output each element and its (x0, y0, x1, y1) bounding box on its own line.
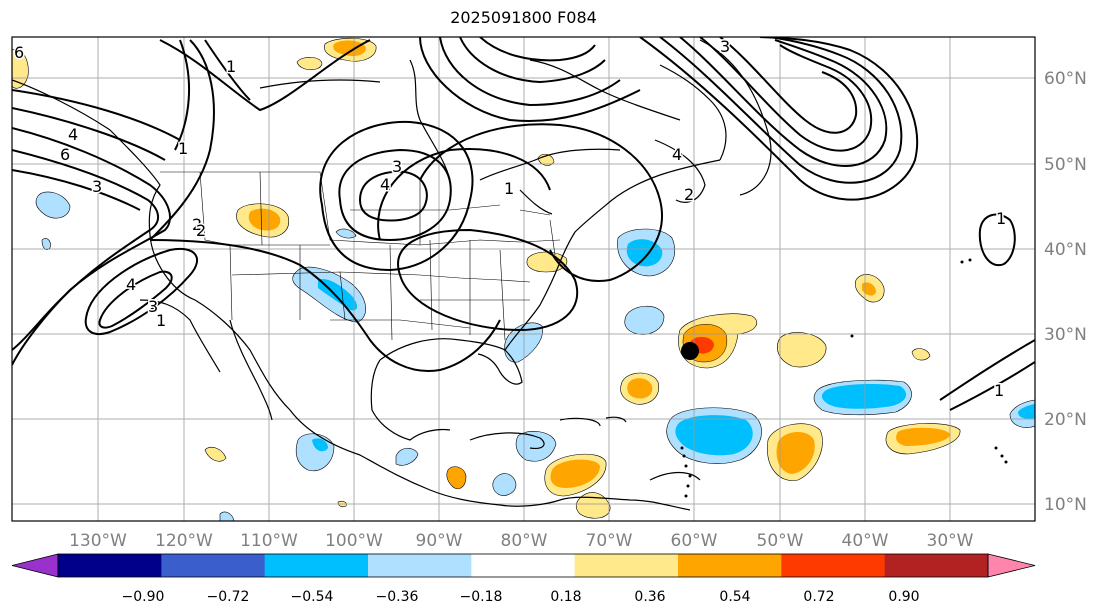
lon-label: 110°W (240, 531, 298, 551)
anomaly-negative (312, 438, 328, 452)
anomaly-negative (219, 511, 235, 521)
colorbar-segment (161, 554, 266, 577)
lon-label: 90°W (416, 531, 463, 551)
lon-label: 100°W (325, 531, 383, 551)
anomaly-positive (550, 459, 600, 488)
colorbar-segment (678, 554, 782, 577)
anomaly-negative (515, 431, 557, 462)
contour-label: 1 (178, 139, 188, 158)
anomaly-positive (12, 49, 29, 89)
lat-label: 20°N (1044, 410, 1087, 430)
contour-label: 1 (994, 381, 1004, 400)
colorbar-tick-label: 0.36 (634, 589, 665, 605)
lat-label: 50°N (1044, 155, 1087, 175)
contour-label: 2 (684, 185, 694, 204)
colorbar-tick-label: −0.54 (291, 589, 334, 605)
colorbar-segment (884, 554, 989, 577)
anomaly-positive (777, 332, 827, 368)
storm-center-marker (681, 342, 699, 360)
colorbar-segment (471, 554, 576, 577)
contour-label: 1 (504, 179, 514, 198)
colorbar-segment (264, 554, 369, 577)
latitude-labels: 60°N 50°N 40°N 30°N 20°N 10°N (1044, 69, 1087, 515)
anomaly-positive (896, 427, 950, 446)
contour-label: 1 (226, 57, 236, 76)
map-title: 2025091800 F084 (450, 8, 597, 27)
contour-label: 2 (196, 221, 206, 240)
anomaly-positive (575, 492, 611, 519)
lon-label: 120°W (155, 531, 213, 551)
lat-label: 10°N (1044, 495, 1087, 515)
colorbar-tick-label: 0.90 (888, 589, 919, 605)
lon-label: 80°W (501, 531, 548, 551)
contour-label: 4 (126, 275, 136, 294)
colorbar-segment (781, 554, 886, 577)
height-contours (12, 37, 1035, 411)
contour-label: 4 (380, 175, 390, 194)
contour-label: 1 (156, 311, 166, 330)
colorbar-tick-label: 0.72 (803, 589, 834, 605)
colorbar-tick-label: −0.72 (207, 589, 250, 605)
colorbar-extend-low (11, 553, 59, 578)
contour-label: 1 (996, 209, 1006, 228)
contour-label: 4 (68, 125, 78, 144)
lon-label: 70°W (586, 531, 633, 551)
colorbar-tick-label: −0.90 (122, 589, 165, 605)
anomaly-negative (675, 415, 753, 456)
lon-label: 50°W (757, 531, 804, 551)
colorbar-segment (58, 554, 162, 577)
contour-label: 3 (92, 177, 102, 196)
colorbar-segment (368, 554, 472, 577)
anomaly-positive (204, 446, 227, 462)
anomaly-negative (624, 305, 665, 335)
colorbar-tick-label: 0.54 (719, 589, 750, 605)
contour-label: 4 (672, 145, 682, 164)
gridlines (12, 37, 1035, 521)
anomaly-negative (821, 384, 907, 409)
anomaly-negative (1018, 404, 1035, 419)
state-boundaries (160, 171, 561, 341)
lon-label: 30°W (927, 531, 974, 551)
lat-label: 60°N (1044, 69, 1087, 89)
lon-label: 130°W (69, 531, 127, 551)
lat-label: 30°N (1044, 325, 1087, 345)
anomaly-negative (335, 228, 357, 239)
anomaly-positive (296, 57, 323, 71)
anomaly-positive (911, 348, 931, 361)
island-dots (680, 258, 1008, 498)
colorbar-tick-label: 0.18 (550, 589, 581, 605)
colorbar-extend-high (987, 553, 1036, 578)
anomaly-positive (776, 431, 815, 474)
anomaly-negative (492, 473, 517, 496)
anomaly-positive (446, 466, 467, 489)
anomaly-shading (12, 37, 1035, 521)
contour-label: 2 (192, 215, 202, 234)
map-frame (11, 36, 1036, 522)
anomaly-positive (333, 40, 366, 56)
contour-label: 3 (392, 157, 402, 176)
contour-label: 6 (60, 145, 70, 164)
anomaly-negative (395, 447, 419, 466)
colorbar-tick-label: −0.18 (460, 589, 503, 605)
longitude-labels: 130°W 120°W 110°W 100°W 90°W 80°W 70°W 6… (69, 531, 974, 551)
colorbar-ticks: −0.90 −0.72 −0.54 −0.36 −0.18 0.18 0.36 … (122, 589, 920, 605)
contour-labels: 6 4 3 2 1 6 4 3 2 1 1 1 3 4 2 1 4 3 1 (13, 37, 1008, 402)
lon-label: 40°W (842, 531, 889, 551)
anomaly-positive (627, 378, 653, 399)
lon-label: 60°W (671, 531, 718, 551)
lat-label: 40°N (1044, 240, 1087, 260)
anomaly-negative (35, 191, 71, 219)
contour-label: 3 (148, 297, 158, 316)
colorbar-frame (57, 553, 989, 578)
contour-label: 6 (14, 43, 24, 62)
anomaly-negative (41, 238, 51, 250)
anomaly-positive (248, 208, 281, 231)
colorbar-tick-label: −0.36 (376, 589, 419, 605)
colorbar (11, 553, 1036, 578)
contour-label: 3 (720, 37, 730, 56)
colorbar-segment (574, 554, 679, 577)
